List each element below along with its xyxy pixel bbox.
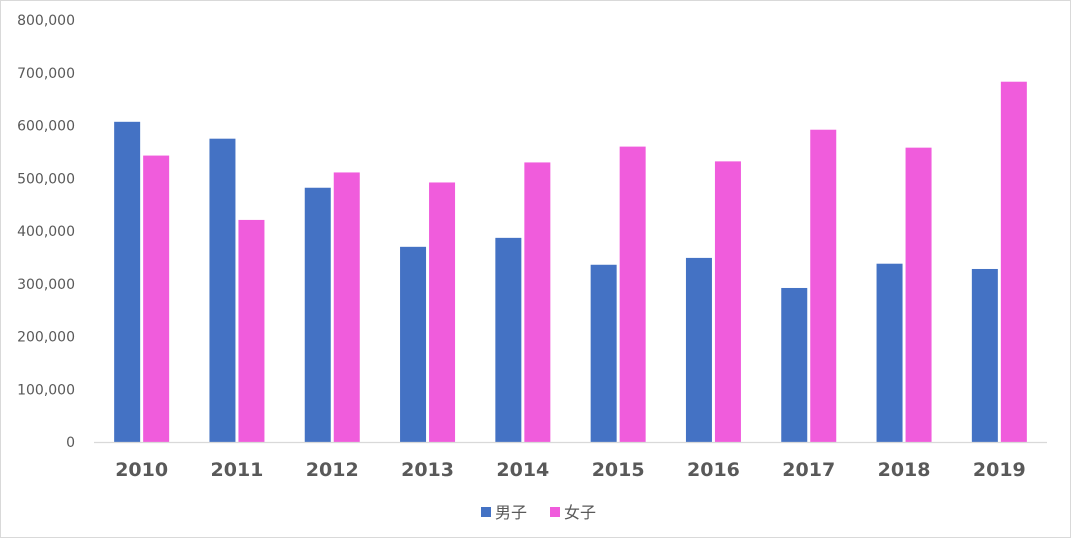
legend-swatch xyxy=(481,507,491,517)
bar-series-1-2011 xyxy=(209,138,236,442)
bar-series-1-2010 xyxy=(114,121,141,443)
bar-series-2-2010 xyxy=(143,155,170,442)
y-tick-label: 0 xyxy=(66,435,75,451)
bar-series-1-2017 xyxy=(781,287,808,442)
bar-series-1-2013 xyxy=(400,246,427,442)
x-tick-label: 2017 xyxy=(782,459,835,481)
bar-series-2-2015 xyxy=(619,146,646,442)
bar-series-2-2019 xyxy=(1000,81,1027,442)
bar-series-1-2014 xyxy=(495,237,522,442)
y-tick-label: 800,000 xyxy=(17,13,75,29)
legend-swatch xyxy=(550,507,560,517)
x-tick-label: 2016 xyxy=(687,459,740,481)
bar-series-2-2014 xyxy=(524,162,551,443)
y-tick-label: 100,000 xyxy=(17,382,75,398)
x-tick-label: 2010 xyxy=(115,459,168,481)
x-tick-label: 2015 xyxy=(592,459,645,481)
bar-series-1-2016 xyxy=(685,257,712,442)
x-tick-label: 2018 xyxy=(878,459,931,481)
bar-series-1-2015 xyxy=(590,264,617,442)
bar-series-1-2018 xyxy=(876,263,903,442)
y-tick-label: 500,000 xyxy=(17,171,75,187)
bar-series-2-2017 xyxy=(810,129,837,442)
bar-series-2-2018 xyxy=(905,147,932,442)
bar-series-2-2013 xyxy=(429,182,456,442)
y-tick-label: 700,000 xyxy=(17,66,75,82)
bar-series-1-2012 xyxy=(304,187,331,442)
bar-series-2-2012 xyxy=(333,172,360,442)
bar-series-1-2019 xyxy=(971,268,998,442)
legend-label: 女子 xyxy=(564,503,596,522)
x-tick-label: 2011 xyxy=(211,459,264,481)
y-tick-label: 200,000 xyxy=(17,330,75,346)
legend-label: 男子 xyxy=(495,503,527,522)
x-tick-label: 2014 xyxy=(496,459,549,481)
y-tick-label: 600,000 xyxy=(17,119,75,135)
x-tick-label: 2012 xyxy=(306,459,359,481)
y-tick-label: 300,000 xyxy=(17,277,75,293)
x-tick-label: 2013 xyxy=(401,459,454,481)
bar-series-2-2011 xyxy=(238,219,265,442)
bar-series-2-2016 xyxy=(714,161,741,442)
y-tick-label: 400,000 xyxy=(17,224,75,240)
x-tick-label: 2019 xyxy=(973,459,1026,481)
